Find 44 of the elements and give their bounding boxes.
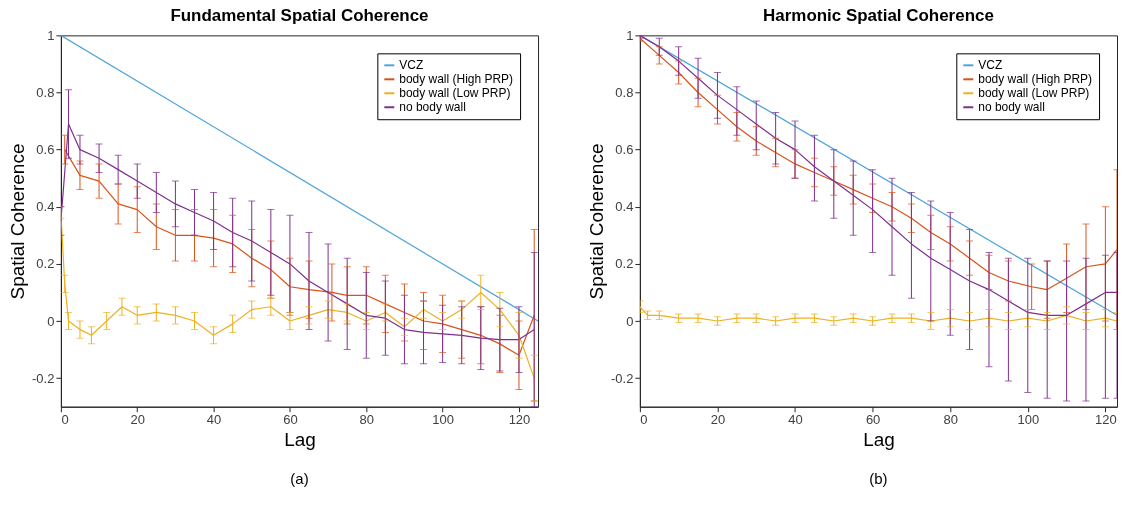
chart-title: Harmonic Spatial Coherence	[763, 6, 994, 26]
y-tick-label: 0.2	[36, 256, 55, 272]
x-tick-label: 120	[1095, 412, 1117, 428]
y-tick-label: 0.6	[36, 142, 55, 158]
y-tick-label: 0	[47, 313, 55, 329]
legend-label: no body wall	[399, 100, 466, 115]
y-tick-label: -0.2	[32, 370, 55, 386]
legend-label: VCZ	[399, 58, 424, 73]
y-tick-label: 0.4	[36, 199, 55, 215]
y-tick-label: -0.2	[611, 370, 634, 386]
x-tick-label: 80	[359, 412, 374, 428]
y-axis-title: Spatial Coherence	[7, 143, 29, 300]
x-tick-label: 60	[865, 412, 881, 428]
y-tick-label: 0	[626, 313, 634, 329]
y-tick-label: 1	[47, 27, 55, 43]
legend-label: VCZ	[978, 58, 1003, 73]
chart-title: Fundamental Spatial Coherence	[170, 6, 429, 26]
x-axis-title: Lag	[284, 429, 316, 451]
y-tick-label: 1	[626, 27, 634, 43]
x-tick-label: 120	[508, 412, 531, 428]
x-tick-label: 20	[710, 412, 726, 428]
x-tick-label: 100	[1017, 412, 1040, 428]
x-tick-label: 40	[788, 412, 803, 428]
legend-label: body wall (High PRP)	[399, 72, 514, 87]
x-tick-label: 20	[130, 412, 145, 428]
legend-label: body wall (High PRP)	[978, 72, 1093, 87]
x-tick-label: 100	[432, 412, 454, 428]
y-axis-title: Spatial Coherence	[586, 143, 608, 300]
legend-label: body wall (Low PRP)	[978, 86, 1090, 101]
x-tick-label: 80	[943, 412, 958, 428]
text: (b)	[869, 469, 888, 487]
y-tick-label: 0.8	[615, 85, 634, 100]
text: (a)	[290, 469, 309, 487]
x-tick-label: 0	[61, 412, 69, 428]
x-axis-title: Lag	[863, 429, 895, 451]
x-tick-label: 0	[640, 412, 648, 428]
y-tick-label: 0.4	[615, 199, 634, 215]
y-tick-label: 0.2	[615, 256, 634, 272]
x-tick-label: 40	[206, 412, 222, 428]
x-tick-label: 60	[283, 412, 298, 428]
legend-label: body wall (Low PRP)	[399, 86, 511, 101]
y-tick-label: 0.8	[36, 85, 55, 100]
y-tick-label: 0.6	[615, 142, 634, 158]
legend-label: no body wall	[978, 100, 1045, 115]
